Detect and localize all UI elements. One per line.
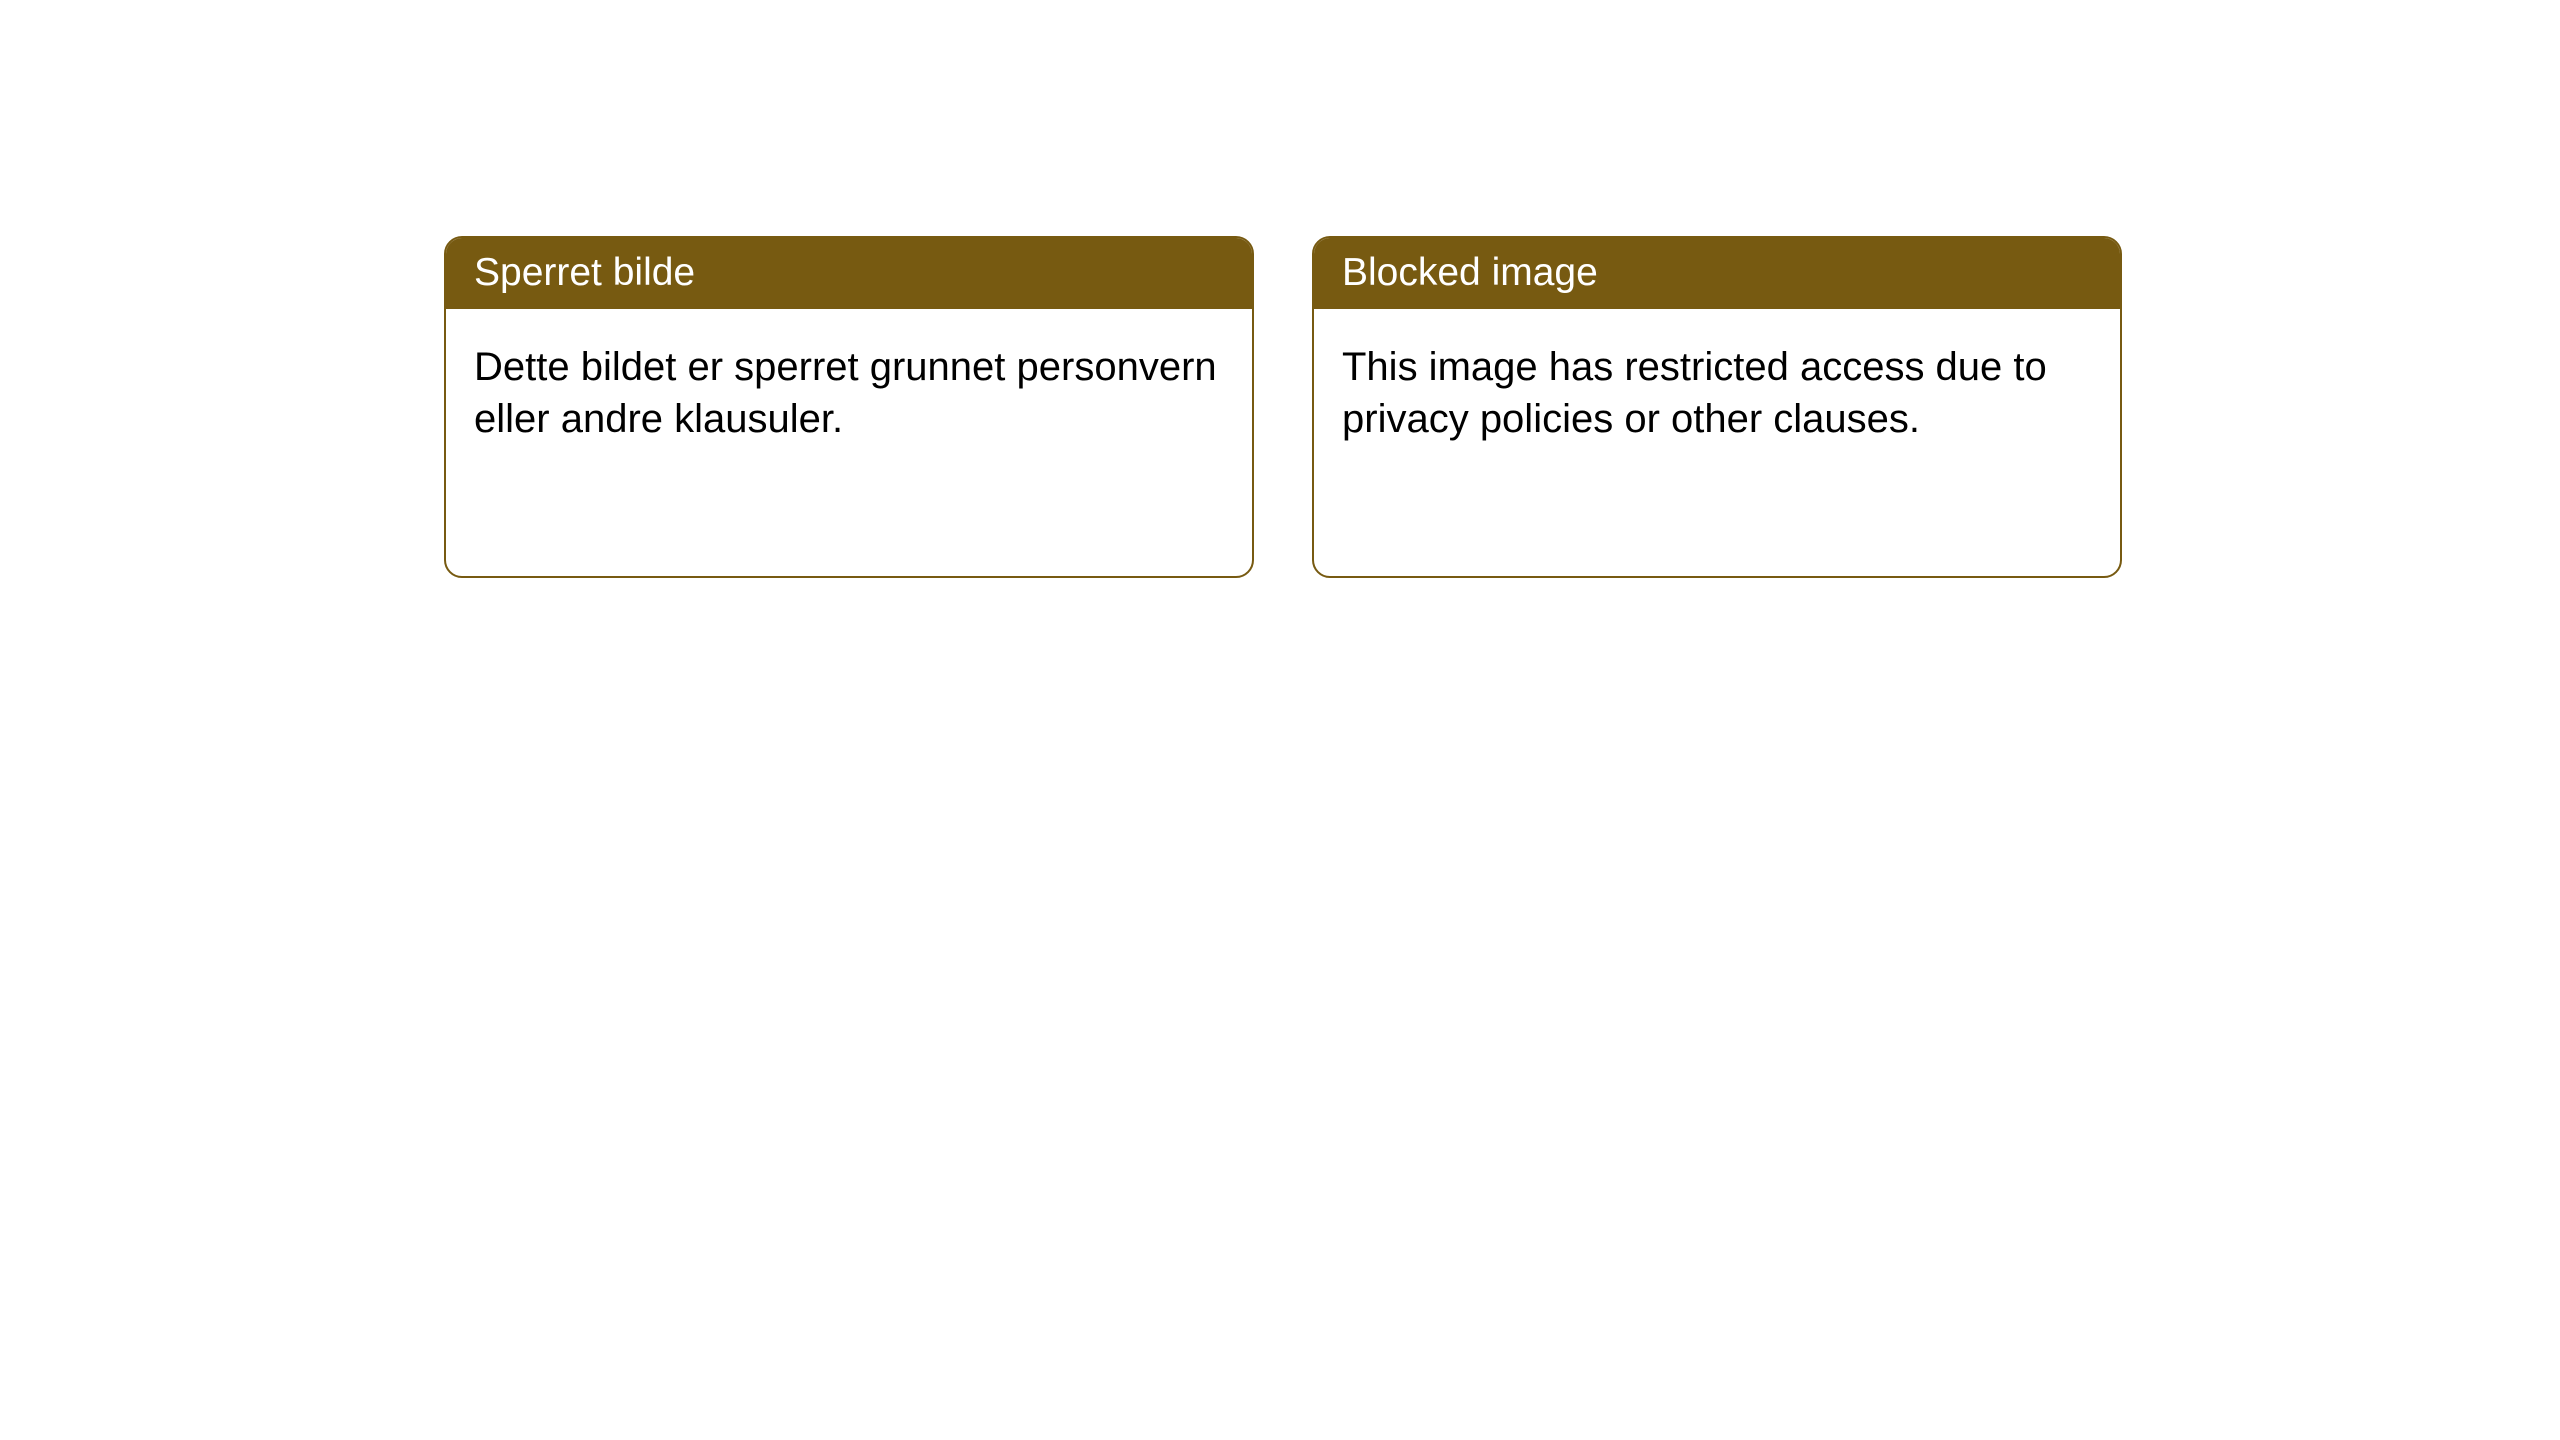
notice-card-norwegian: Sperret bilde Dette bildet er sperret gr…: [444, 236, 1254, 578]
notice-cards-container: Sperret bilde Dette bildet er sperret gr…: [444, 236, 2122, 578]
notice-card-header: Sperret bilde: [446, 238, 1252, 309]
notice-card-text: Dette bildet er sperret grunnet personve…: [474, 345, 1217, 441]
notice-card-body: This image has restricted access due to …: [1314, 309, 2120, 477]
notice-card-text: This image has restricted access due to …: [1342, 345, 2047, 441]
notice-card-title: Sperret bilde: [474, 251, 695, 294]
notice-card-header: Blocked image: [1314, 238, 2120, 309]
notice-card-body: Dette bildet er sperret grunnet personve…: [446, 309, 1252, 477]
notice-card-title: Blocked image: [1342, 251, 1598, 294]
notice-card-english: Blocked image This image has restricted …: [1312, 236, 2122, 578]
